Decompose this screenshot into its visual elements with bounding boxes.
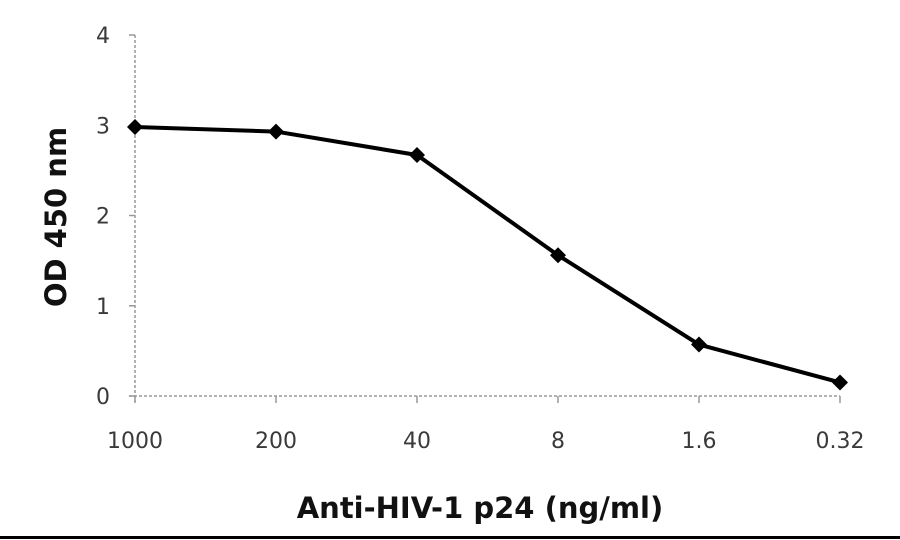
x-tick-label: 0.32 [816,429,865,454]
x-axis-title: Anti-HIV-1 p24 (ng/ml) [297,491,664,525]
y-tick-label: 4 [96,24,110,49]
x-tick-label: 200 [255,429,297,454]
diamond-marker [550,247,566,264]
y-axis: 0 1 2 3 4 [96,24,136,410]
diamond-marker [832,374,848,391]
x-tick-label: 8 [551,429,565,454]
y-tick-label: 0 [96,385,110,410]
x-tick-label: 40 [403,429,431,454]
x-tick-label: 1000 [107,429,163,454]
data-series [127,119,848,391]
diamond-marker [268,123,284,140]
diamond-marker [691,336,707,353]
x-axis: 1000 200 40 8 1.6 0.32 [107,395,865,454]
y-tick-label: 3 [96,114,110,139]
diamond-marker [127,119,143,136]
diamond-marker [409,147,425,164]
y-tick-label: 1 [96,295,110,320]
y-tick-label: 2 [96,205,110,230]
x-tick-label: 1.6 [682,429,717,454]
series-line [134,125,841,385]
bottom-border [0,536,900,539]
y-axis-title: OD 450 nm [39,127,73,307]
